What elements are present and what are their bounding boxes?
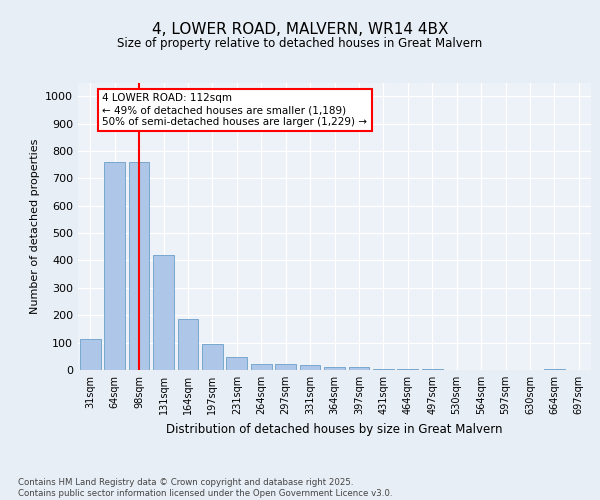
Text: Contains HM Land Registry data © Crown copyright and database right 2025.
Contai: Contains HM Land Registry data © Crown c… xyxy=(18,478,392,498)
Bar xyxy=(153,255,174,370)
Text: 4 LOWER ROAD: 112sqm
← 49% of detached houses are smaller (1,189)
50% of semi-de: 4 LOWER ROAD: 112sqm ← 49% of detached h… xyxy=(103,94,367,126)
Bar xyxy=(299,365,320,370)
Bar xyxy=(324,366,345,370)
Bar xyxy=(80,338,101,370)
Text: 4, LOWER ROAD, MALVERN, WR14 4BX: 4, LOWER ROAD, MALVERN, WR14 4BX xyxy=(152,22,448,38)
Bar xyxy=(349,366,370,370)
Bar xyxy=(275,364,296,370)
Bar xyxy=(178,320,199,370)
Bar xyxy=(226,357,247,370)
Text: Size of property relative to detached houses in Great Malvern: Size of property relative to detached ho… xyxy=(118,38,482,51)
Bar xyxy=(544,368,565,370)
Bar xyxy=(104,162,125,370)
Bar xyxy=(128,162,149,370)
Y-axis label: Number of detached properties: Number of detached properties xyxy=(29,138,40,314)
X-axis label: Distribution of detached houses by size in Great Malvern: Distribution of detached houses by size … xyxy=(166,422,503,436)
Bar xyxy=(202,344,223,370)
Bar xyxy=(251,364,272,370)
